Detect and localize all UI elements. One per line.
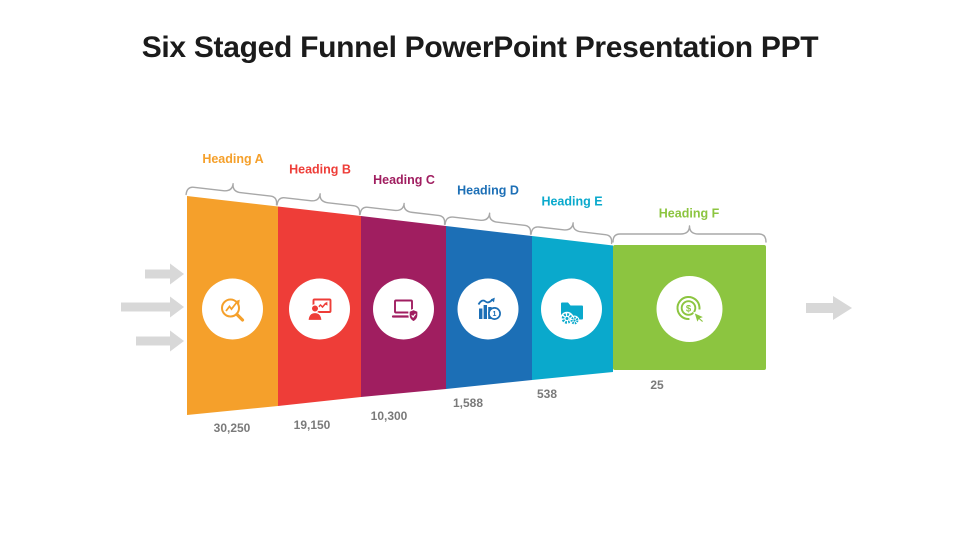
input-arrow-3-icon [136, 330, 184, 352]
stage-f-icon-circle [656, 276, 723, 342]
stage-a-brace [185, 183, 278, 206]
presenter-board-icon [307, 298, 332, 322]
funnel-stage-d: Heading D 1 1,588 [444, 184, 532, 410]
stage-c-icon-circle [373, 278, 434, 340]
stage-c-value: 10,300 [371, 409, 408, 423]
funnel-stage-f: Heading F $ 25 [612, 207, 767, 392]
page-title: Six Staged Funnel PowerPoint Presentatio… [141, 31, 819, 64]
funnel-stage-b: Heading B 19,150 [276, 163, 361, 432]
funnel-stage-c: Heading C 10,300 [359, 173, 446, 423]
stage-d-value: 1,588 [453, 396, 483, 410]
stage-e-heading: Heading E [541, 195, 602, 209]
stage-d-heading: Heading D [457, 184, 519, 198]
stage-b-brace [276, 193, 361, 216]
stage-d-brace [444, 212, 532, 235]
stage-d-icon-circle [457, 278, 519, 340]
coin-digit-glyph: 1 [493, 311, 497, 318]
stage-e-brace [530, 222, 613, 245]
magnifier-growth-icon [221, 298, 245, 322]
stage-e-value: 538 [537, 387, 557, 401]
stage-f-brace [612, 225, 767, 243]
stage-f-heading: Heading F [659, 207, 720, 221]
input-arrow-2-icon [121, 296, 184, 318]
bar-chart-coin-icon: 1 [477, 297, 501, 320]
laptop-shield-icon [391, 299, 419, 323]
stage-c-brace [359, 202, 446, 225]
stage-b-icon-circle [289, 278, 350, 340]
stage-c-heading: Heading C [373, 173, 435, 187]
stage-b-value: 19,150 [294, 418, 331, 432]
output-arrow-icon [806, 296, 852, 320]
coin-dollar-glyph: $ [686, 304, 692, 315]
funnel-stage-a: Heading A 30,250 [185, 152, 278, 435]
funnel-stage-e: Heading E 538 [530, 195, 613, 401]
stage-f-value: 25 [650, 378, 664, 392]
input-arrow-1-icon [145, 263, 184, 285]
folder-gears-icon [560, 302, 583, 326]
stage-a-value: 30,250 [214, 421, 251, 435]
stage-a-heading: Heading A [202, 152, 263, 166]
stage-b-heading: Heading B [289, 163, 351, 177]
input-arrows [121, 263, 184, 352]
